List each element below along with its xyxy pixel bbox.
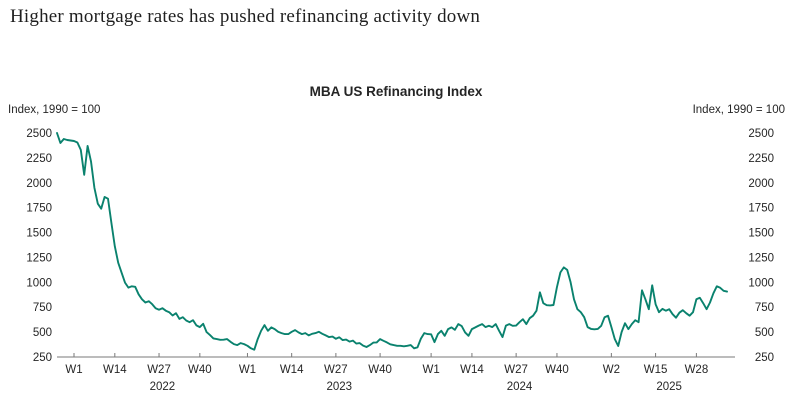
y-axis-tick-label-left: 1000 — [26, 277, 52, 289]
x-axis-tick-label: W27 — [324, 364, 348, 376]
y-axis-tick-label-left: 2250 — [26, 153, 52, 165]
x-axis-tick-label: W40 — [188, 364, 212, 376]
y-axis-tick-label-right: 1500 — [748, 228, 774, 240]
y-axis-tick-label-right: 500 — [755, 327, 774, 339]
page-title: Higher mortgage rates has pushed refinan… — [10, 6, 481, 27]
x-axis-tick-label: W14 — [103, 364, 127, 376]
y-axis-tick-label-left: 750 — [33, 302, 52, 314]
y-axis-tick-label-right: 1250 — [748, 252, 774, 264]
x-axis-tick-label: W14 — [280, 364, 304, 376]
x-axis-tick-label: W1 — [422, 364, 439, 376]
y-axis-tick-label-left: 1500 — [26, 228, 52, 240]
y-axis-tick-label-left: 2000 — [26, 178, 52, 190]
y-axis-tick-label-right: 2500 — [748, 128, 774, 140]
x-axis-tick-label: W40 — [368, 364, 392, 376]
y-axis-tick-label-left: 2500 — [26, 128, 52, 140]
x-axis-year-label: 2022 — [150, 381, 176, 393]
y-axis-unit-label-right: Index, 1990 = 100 — [692, 104, 785, 116]
x-axis-tick-label: W40 — [545, 364, 569, 376]
x-axis-tick-label: W27 — [147, 364, 171, 376]
x-axis-year-label: 2025 — [656, 381, 682, 393]
y-axis-tick-label-right: 250 — [755, 352, 774, 364]
x-axis-tick-label: W2 — [603, 364, 620, 376]
x-axis-tick-label: W14 — [460, 364, 484, 376]
chart-title: MBA US Refinancing Index — [309, 84, 483, 99]
x-axis-year-label: 2023 — [326, 381, 352, 393]
y-axis-tick-label-left: 1750 — [26, 203, 52, 215]
y-axis-tick-label-right: 1000 — [748, 277, 774, 289]
x-axis-year-label: 2024 — [507, 381, 533, 393]
y-axis-tick-label-left: 1250 — [26, 252, 52, 264]
refinancing-index-series-line — [56, 132, 728, 351]
x-axis-tick-label: W15 — [644, 364, 668, 376]
x-axis-tick-label: W28 — [685, 364, 709, 376]
x-axis-tick-label: W1 — [239, 364, 256, 376]
y-axis-tick-label-right: 2250 — [748, 153, 774, 165]
y-axis-unit-label-left: Index, 1990 = 100 — [8, 104, 101, 116]
y-axis-tick-label-left: 500 — [33, 327, 52, 339]
y-axis-tick-label-right: 2000 — [748, 178, 774, 190]
x-axis-tick-label: W1 — [65, 364, 82, 376]
x-axis-tick-label: W27 — [504, 364, 528, 376]
y-axis-tick-label-right: 1750 — [748, 203, 774, 215]
y-axis-tick-label-left: 250 — [33, 352, 52, 364]
y-axis-tick-label-right: 750 — [755, 302, 774, 314]
